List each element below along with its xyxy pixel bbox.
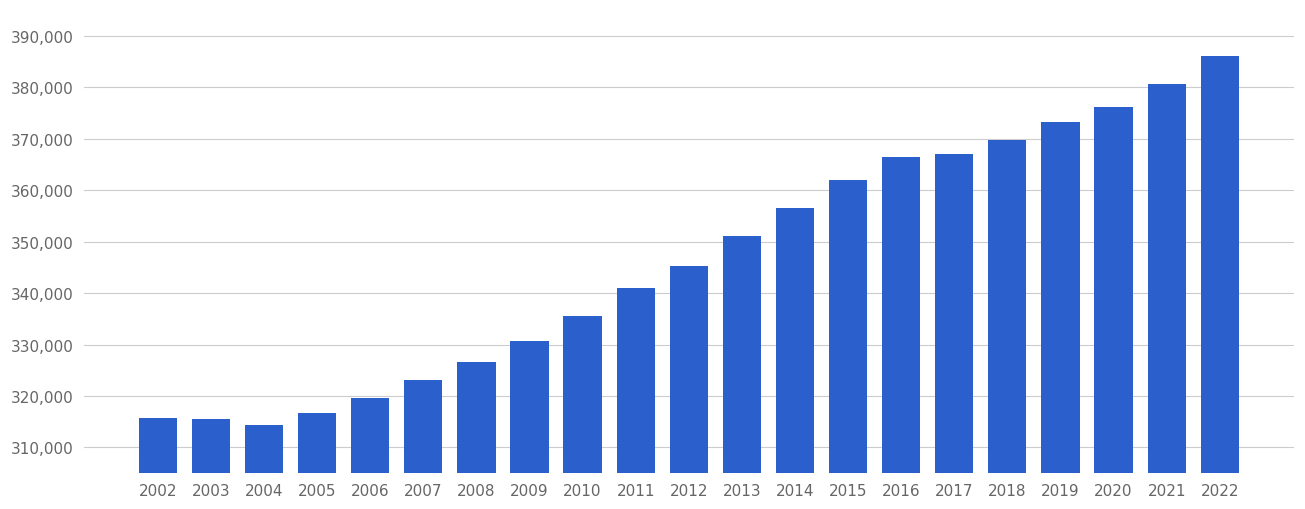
- Bar: [510, 341, 548, 473]
- Bar: [1041, 123, 1079, 473]
- Bar: [564, 317, 602, 473]
- Bar: [192, 419, 230, 473]
- Bar: [669, 267, 707, 473]
- Bar: [245, 426, 283, 473]
- Bar: [829, 181, 868, 473]
- Bar: [616, 289, 655, 473]
- Bar: [351, 398, 389, 473]
- Bar: [936, 155, 974, 473]
- Bar: [882, 157, 920, 473]
- Bar: [405, 380, 442, 473]
- Bar: [776, 209, 814, 473]
- Bar: [988, 140, 1027, 473]
- Bar: [457, 362, 496, 473]
- Bar: [723, 237, 761, 473]
- Bar: [1095, 107, 1133, 473]
- Bar: [298, 413, 337, 473]
- Bar: [1147, 84, 1186, 473]
- Bar: [1201, 58, 1238, 473]
- Bar: [138, 418, 177, 473]
